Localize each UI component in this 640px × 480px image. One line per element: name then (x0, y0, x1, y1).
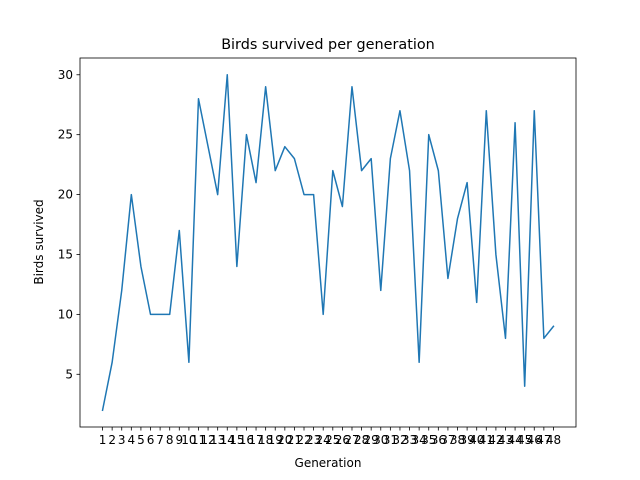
x-tick-label: 41 (479, 433, 494, 447)
y-tick-label: 15 (58, 247, 73, 261)
x-tick-label: 17 (248, 433, 263, 447)
x-tick-label: 30 (373, 433, 388, 447)
x-tick-label: 4 (128, 433, 136, 447)
x-tick-label: 7 (156, 433, 164, 447)
x-tick-label: 35 (421, 433, 436, 447)
x-tick-label: 44 (507, 433, 522, 447)
x-tick-label: 33 (402, 433, 417, 447)
x-tick-label: 1 (99, 433, 107, 447)
x-tick-label: 27 (344, 433, 359, 447)
x-tick-label: 3 (118, 433, 126, 447)
plot-frame (79, 57, 577, 428)
chart-title: Birds survived per generation (221, 37, 435, 53)
x-tick-label: 25 (325, 433, 340, 447)
x-tick-label: 12 (200, 433, 215, 447)
x-axis-label: Generation (295, 456, 362, 470)
x-tick-label: 46 (527, 433, 542, 447)
x-tick-label: 18 (258, 433, 273, 447)
x-tick-label: 34 (412, 433, 427, 447)
x-tick-label: 20 (277, 433, 292, 447)
x-tick-label: 8 (166, 433, 174, 447)
x-tick-label: 40 (469, 433, 484, 447)
x-tick-label: 38 (450, 433, 465, 447)
x-tick-label: 28 (354, 433, 369, 447)
x-tick-label: 5 (137, 433, 145, 447)
y-tick-label: 20 (58, 188, 73, 202)
x-tick-label: 24 (316, 433, 331, 447)
x-tick-label: 16 (239, 433, 254, 447)
x-tick-label: 45 (517, 433, 532, 447)
x-tick-label: 13 (210, 433, 225, 447)
x-tick-label: 9 (175, 433, 183, 447)
x-tick-label: 42 (488, 433, 503, 447)
x-tick-label: 43 (498, 433, 513, 447)
x-tick-label: 37 (440, 433, 455, 447)
x-tick-label: 21 (287, 433, 302, 447)
x-tick-label: 11 (191, 433, 206, 447)
x-tick-label: 26 (335, 433, 350, 447)
x-tick-label: 2 (108, 433, 116, 447)
x-tick-label: 14 (220, 433, 235, 447)
x-tick-label: 47 (536, 433, 551, 447)
x-tick-label: 15 (229, 433, 244, 447)
x-tick-label: 22 (296, 433, 311, 447)
x-tick-label: 48 (546, 433, 561, 447)
y-axis-label: Birds survived (32, 199, 46, 284)
y-tick-label: 30 (58, 68, 73, 82)
y-tick-label: 5 (65, 367, 73, 381)
x-tick-label: 6 (147, 433, 155, 447)
x-tick-label: 23 (306, 433, 321, 447)
x-tick-label: 19 (268, 433, 283, 447)
y-tick-label: 10 (58, 307, 73, 321)
x-tick-label: 36 (431, 433, 446, 447)
x-tick-label: 39 (459, 433, 474, 447)
x-tick-label: 32 (392, 433, 407, 447)
series-line (101, 74, 555, 412)
x-tick-label: 10 (181, 433, 196, 447)
x-tick-label: 31 (383, 433, 398, 447)
x-tick-label: 29 (364, 433, 379, 447)
y-tick-label: 25 (58, 128, 73, 142)
